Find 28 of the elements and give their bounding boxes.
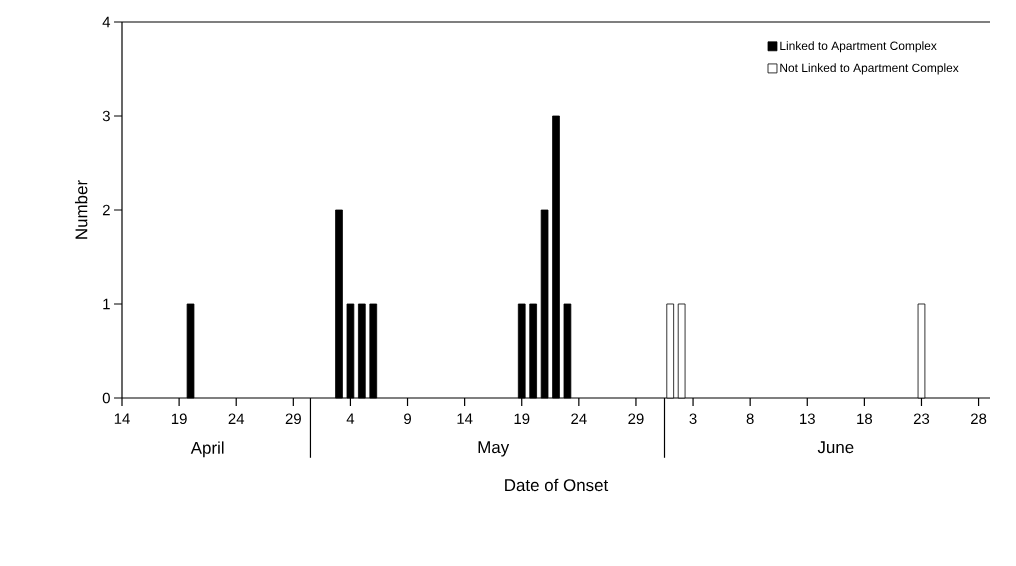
text: April xyxy=(190,441,224,458)
y-tick-label: 4 xyxy=(102,16,111,28)
legend-label: Not Linked to Apartment Complex xyxy=(780,63,959,75)
y-tick-label: 3 xyxy=(102,110,110,122)
x-axis-title: Date of Onset xyxy=(505,478,609,492)
y-tick-label: 1 xyxy=(103,298,110,310)
x-tick-label: 24 xyxy=(571,413,587,424)
x-tick-label: 18 xyxy=(857,413,873,425)
x-tick-label: 9 xyxy=(404,413,411,425)
legend-label: Linked to Apartment Complex xyxy=(780,41,937,53)
x-tick-label: 4 xyxy=(346,413,355,424)
x-tick-label: 3 xyxy=(689,413,697,425)
y-axis-title: Number xyxy=(74,180,88,239)
x-tick-label: 14 xyxy=(114,413,130,424)
text: June xyxy=(817,441,854,454)
x-tick-label: 19 xyxy=(171,413,187,425)
x-tick-label: 29 xyxy=(285,413,301,425)
x-tick-label: 19 xyxy=(514,413,530,425)
text: May xyxy=(478,441,510,457)
x-tick-label: 14 xyxy=(457,413,473,424)
x-tick-label: 28 xyxy=(971,413,987,425)
x-tick-label: 8 xyxy=(746,413,754,425)
x-tick-label: 24 xyxy=(228,413,245,424)
y-tick-label: 2 xyxy=(102,204,110,216)
y-tick-label: 0 xyxy=(102,392,110,404)
x-tick-label: 29 xyxy=(628,413,644,425)
x-tick-label: 13 xyxy=(800,413,815,425)
x-tick-label: 23 xyxy=(913,413,930,425)
